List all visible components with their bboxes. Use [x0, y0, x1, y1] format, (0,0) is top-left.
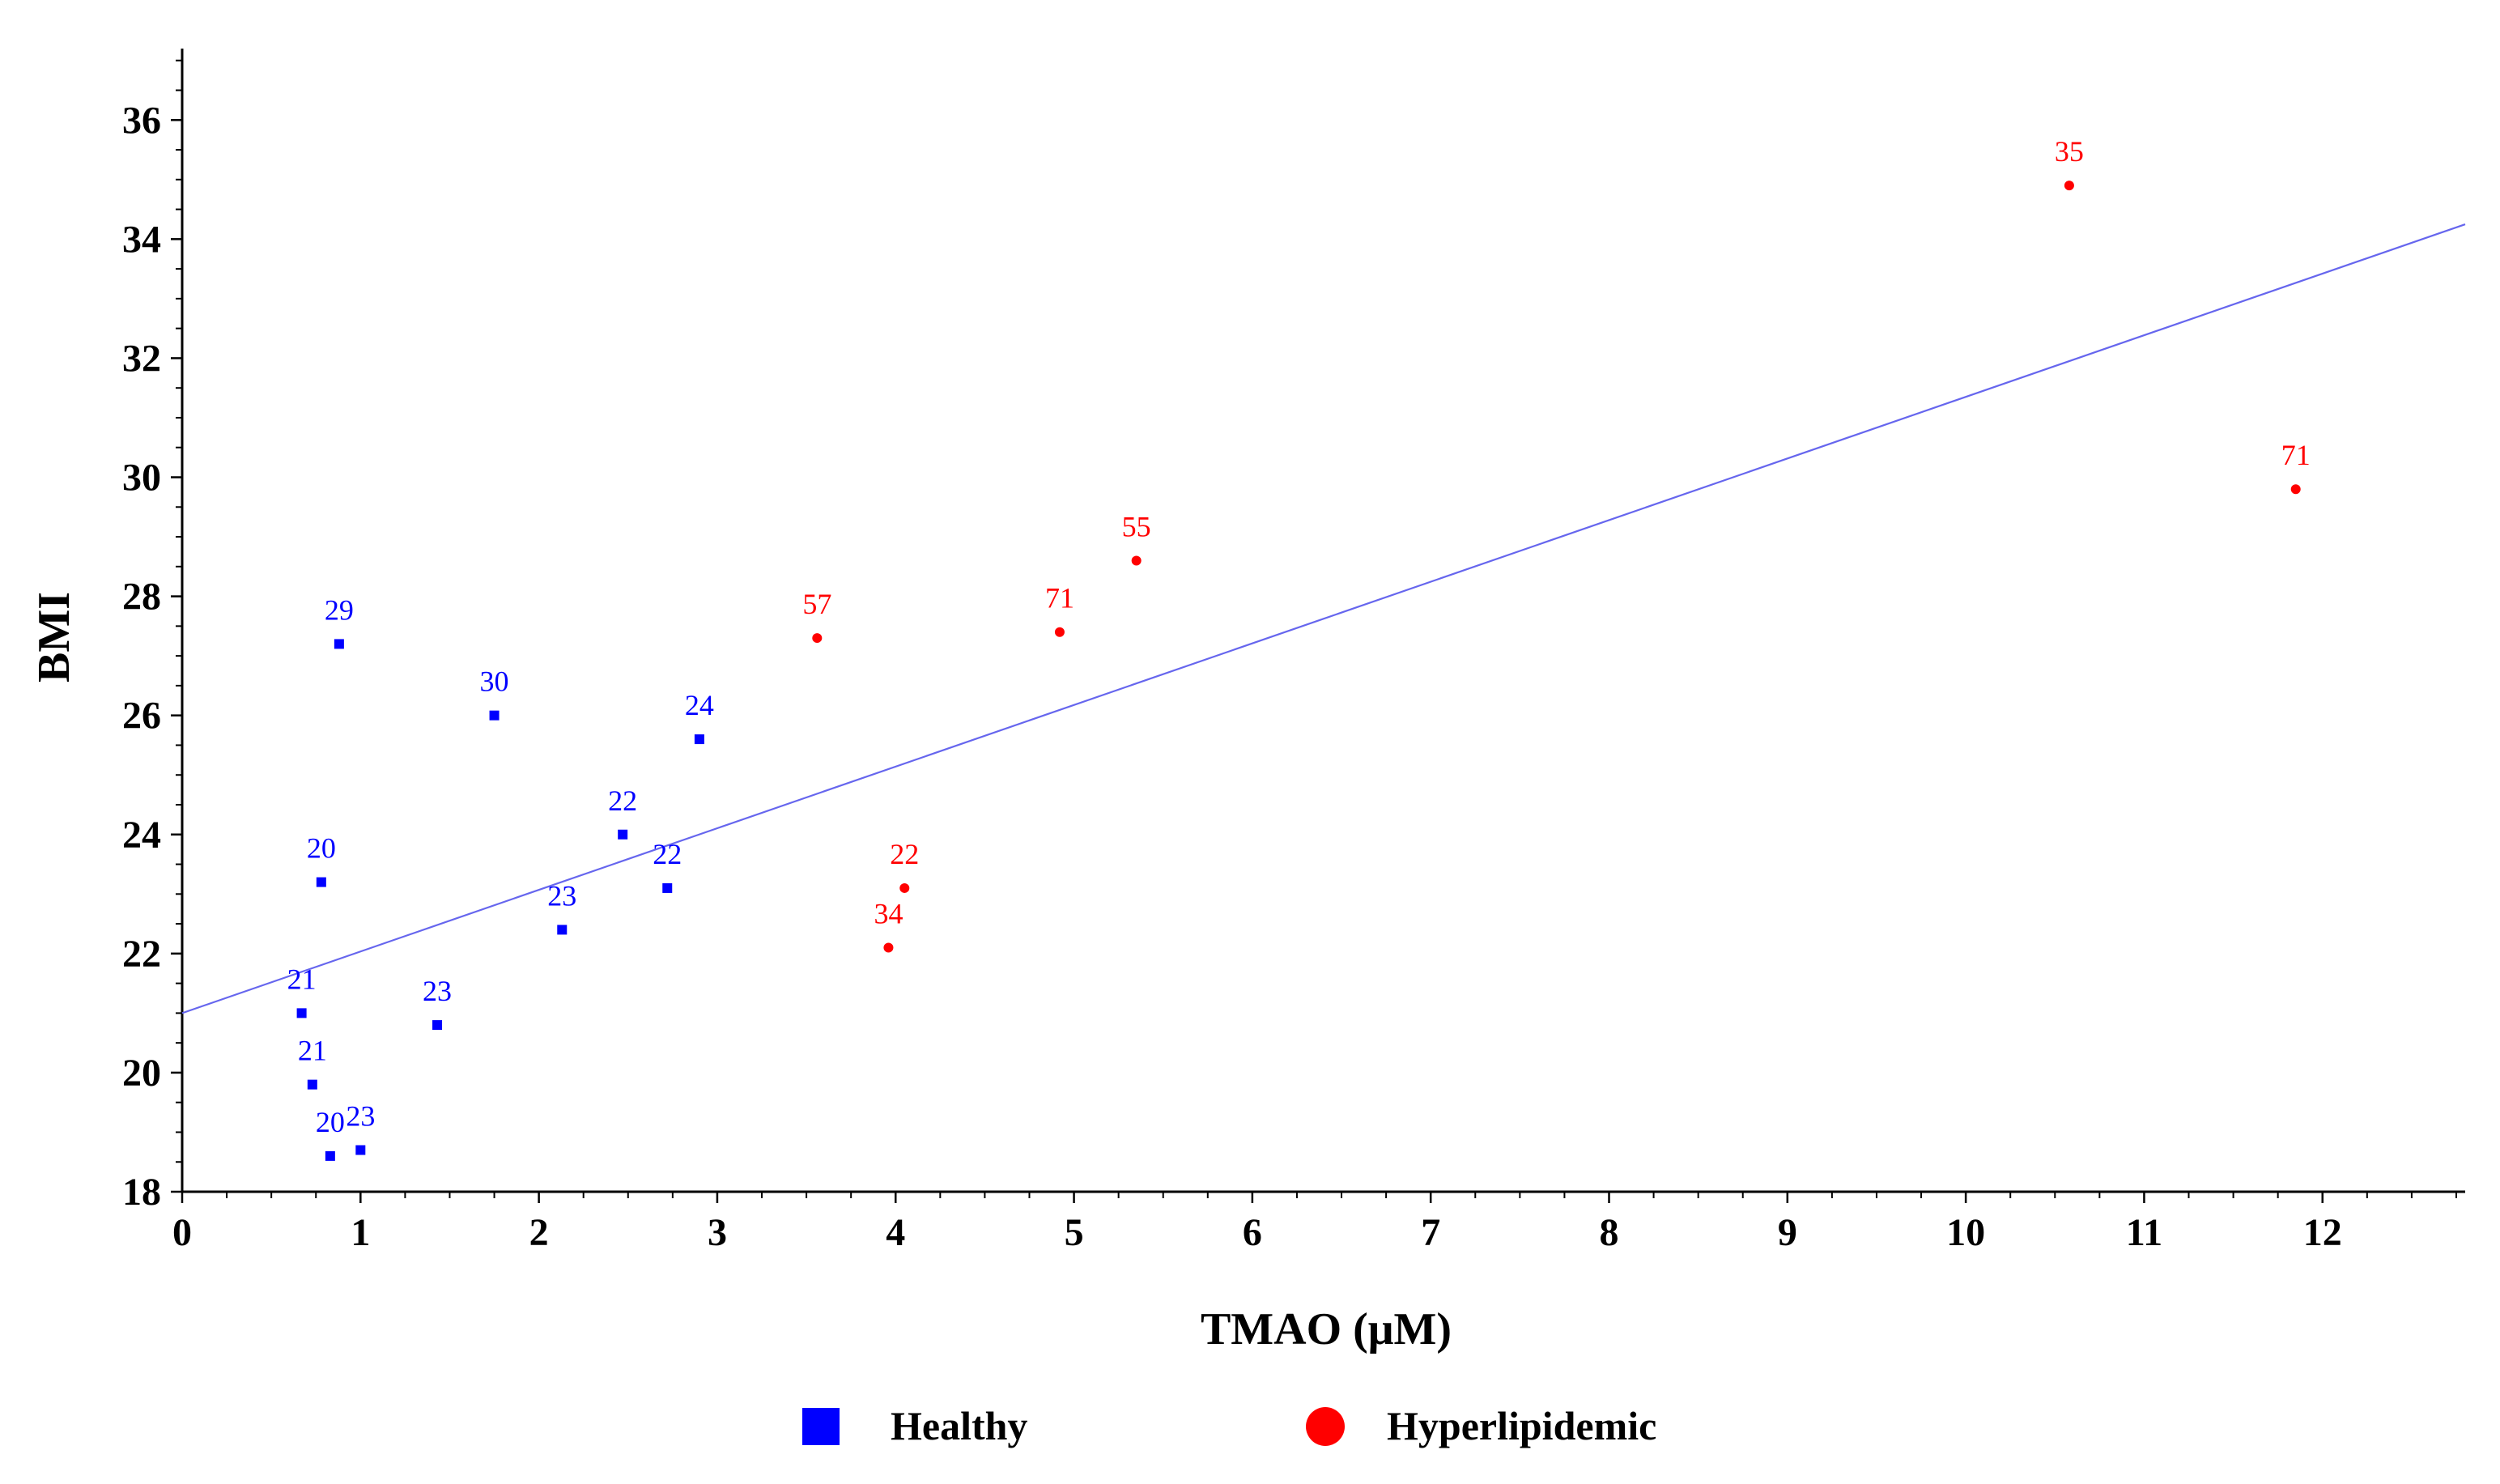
y-tick-label: 26 — [122, 695, 161, 738]
x-tick-label: 0 — [172, 1211, 192, 1254]
y-tick-label: 24 — [122, 814, 161, 857]
data-label: 21 — [287, 963, 317, 995]
x-tick-label: 3 — [708, 1211, 727, 1254]
data-point — [307, 1079, 317, 1090]
data-label: 35 — [2055, 135, 2084, 168]
x-tick-label: 5 — [1065, 1211, 1084, 1254]
data-point — [316, 877, 326, 887]
x-tick-label: 1 — [351, 1211, 370, 1254]
legend-marker-healthy — [802, 1408, 840, 1445]
data-label: 22 — [653, 838, 682, 870]
data-label: 20 — [307, 832, 336, 865]
data-label: 71 — [1045, 582, 1074, 614]
data-point — [334, 639, 344, 649]
x-tick-label: 7 — [1421, 1211, 1440, 1254]
data-point — [883, 942, 894, 953]
data-label: 34 — [874, 897, 903, 929]
series-hyperlipidemic: 35 71 55 71 57 22 34 — [802, 135, 2311, 953]
data-label: 22 — [608, 785, 637, 817]
data-point — [2064, 181, 2074, 191]
data-point — [2290, 484, 2301, 495]
y-tick-label: 32 — [122, 337, 161, 380]
data-label: 30 — [480, 665, 509, 698]
data-label: 23 — [346, 1100, 375, 1133]
legend: Healthy Hyperlipidemic — [802, 1403, 1656, 1448]
data-label: 29 — [325, 593, 354, 626]
x-tick-label: 4 — [886, 1211, 905, 1254]
y-tick-label: 36 — [122, 99, 161, 142]
x-tick-label: 12 — [2303, 1211, 2342, 1254]
x-tick-label: 11 — [2126, 1211, 2162, 1254]
y-tick-label: 22 — [122, 933, 161, 976]
data-label: 23 — [547, 879, 576, 912]
data-point — [296, 1008, 307, 1018]
data-point — [325, 1150, 335, 1161]
x-tick-label: 8 — [1600, 1211, 1619, 1254]
x-tick-label: 2 — [529, 1211, 549, 1254]
legend-label-healthy: Healthy — [891, 1403, 1027, 1448]
x-axis: 0 1 2 3 4 5 6 7 8 9 10 11 12 — [172, 1190, 2465, 1254]
data-label: 71 — [2281, 439, 2311, 471]
data-point — [489, 710, 500, 721]
data-point — [1131, 555, 1142, 566]
data-point — [662, 882, 673, 893]
y-tick-label: 20 — [122, 1052, 161, 1095]
data-point — [694, 734, 704, 745]
data-label: 22 — [890, 838, 919, 870]
x-tick-label: 6 — [1243, 1211, 1262, 1254]
y-tick-label: 30 — [122, 457, 161, 500]
data-point — [432, 1020, 443, 1031]
data-label: 21 — [298, 1035, 327, 1067]
trend-line — [181, 223, 2466, 1014]
data-label: 20 — [316, 1106, 345, 1138]
data-point — [899, 882, 910, 893]
data-label: 57 — [802, 588, 831, 620]
x-axis-title: TMAO (μM) — [1201, 1304, 1452, 1354]
data-point — [812, 633, 823, 644]
data-point — [355, 1145, 366, 1155]
legend-marker-hyperlipidemic — [1306, 1407, 1345, 1446]
x-tick-label: 9 — [1778, 1211, 1797, 1254]
y-axis-title: BMI — [29, 592, 79, 682]
y-tick-label: 18 — [122, 1171, 161, 1214]
data-point — [1054, 627, 1065, 637]
y-tick-label: 34 — [122, 218, 161, 261]
data-label: 24 — [685, 689, 714, 721]
legend-label-hyperlipidemic: Hyperlipidemic — [1387, 1403, 1656, 1448]
data-label: 55 — [1122, 510, 1151, 542]
data-point — [618, 829, 628, 840]
data-point — [557, 925, 568, 935]
x-tick-label: 10 — [1946, 1211, 1985, 1254]
y-tick-label: 28 — [122, 576, 161, 619]
y-axis: 18 20 22 24 26 28 30 32 34 36 — [122, 49, 184, 1214]
data-label: 23 — [423, 975, 452, 1007]
